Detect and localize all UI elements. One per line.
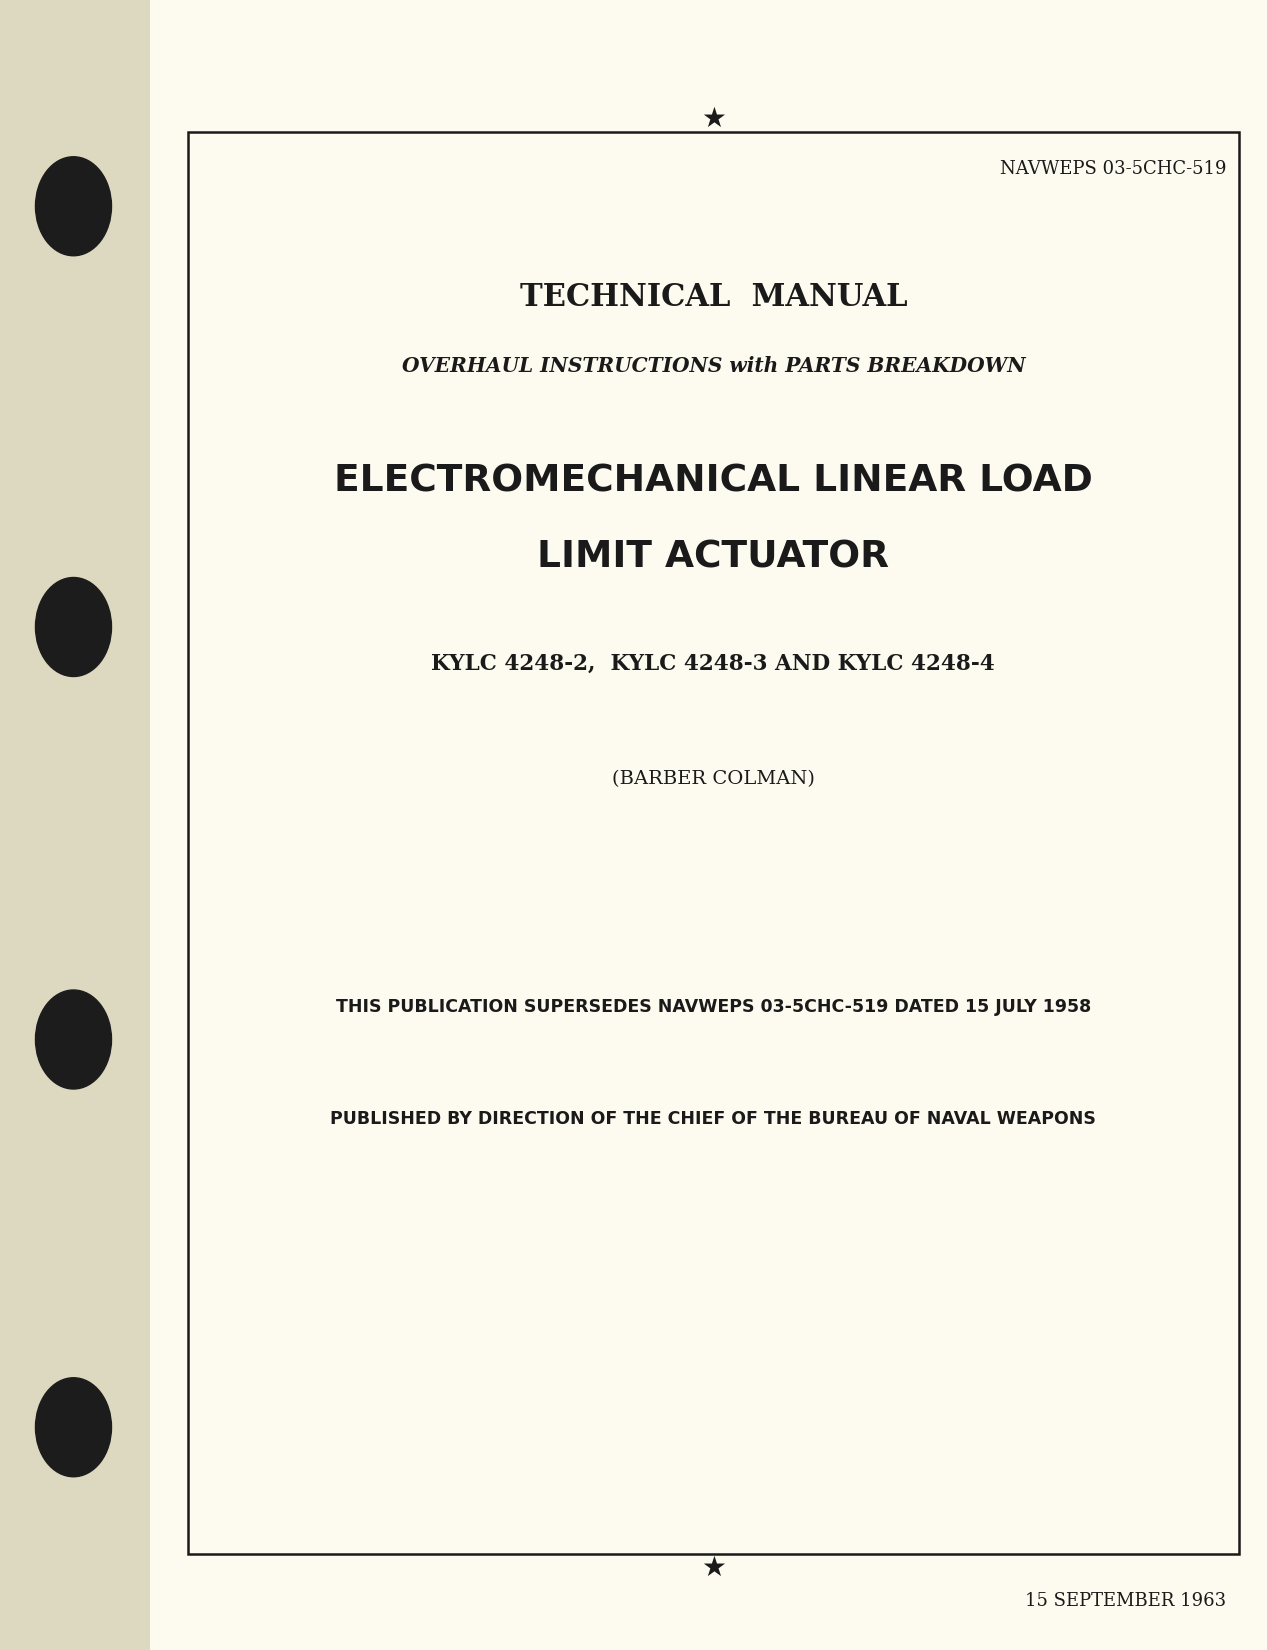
Bar: [0, 0, 150, 1650]
Circle shape: [35, 1378, 111, 1477]
Text: TECHNICAL  MANUAL: TECHNICAL MANUAL: [519, 282, 907, 312]
Circle shape: [35, 157, 111, 256]
Text: ELECTROMECHANICAL LINEAR LOAD: ELECTROMECHANICAL LINEAR LOAD: [334, 464, 1092, 500]
Text: OVERHAUL INSTRUCTIONS with PARTS BREAKDOWN: OVERHAUL INSTRUCTIONS with PARTS BREAKDO…: [402, 356, 1025, 376]
Circle shape: [35, 990, 111, 1089]
Text: KYLC 4248-2,  KYLC 4248-3 AND KYLC 4248-4: KYLC 4248-2, KYLC 4248-3 AND KYLC 4248-4: [432, 652, 995, 675]
Text: LIMIT ACTUATOR: LIMIT ACTUATOR: [537, 540, 889, 576]
Text: THIS PUBLICATION SUPERSEDES NAVWEPS 03-5CHC-519 DATED 15 JULY 1958: THIS PUBLICATION SUPERSEDES NAVWEPS 03-5…: [336, 998, 1091, 1015]
Bar: [188, 132, 1239, 1554]
Text: PUBLISHED BY DIRECTION OF THE CHIEF OF THE BUREAU OF NAVAL WEAPONS: PUBLISHED BY DIRECTION OF THE CHIEF OF T…: [331, 1110, 1096, 1127]
Text: ★: ★: [701, 106, 726, 132]
Text: ★: ★: [701, 1554, 726, 1581]
Circle shape: [35, 578, 111, 676]
Text: NAVWEPS 03-5CHC-519: NAVWEPS 03-5CHC-519: [1000, 160, 1226, 178]
Bar: [150, 0, 1267, 1650]
Text: 15 SEPTEMBER 1963: 15 SEPTEMBER 1963: [1025, 1592, 1226, 1609]
Text: (BARBER COLMAN): (BARBER COLMAN): [612, 771, 815, 787]
